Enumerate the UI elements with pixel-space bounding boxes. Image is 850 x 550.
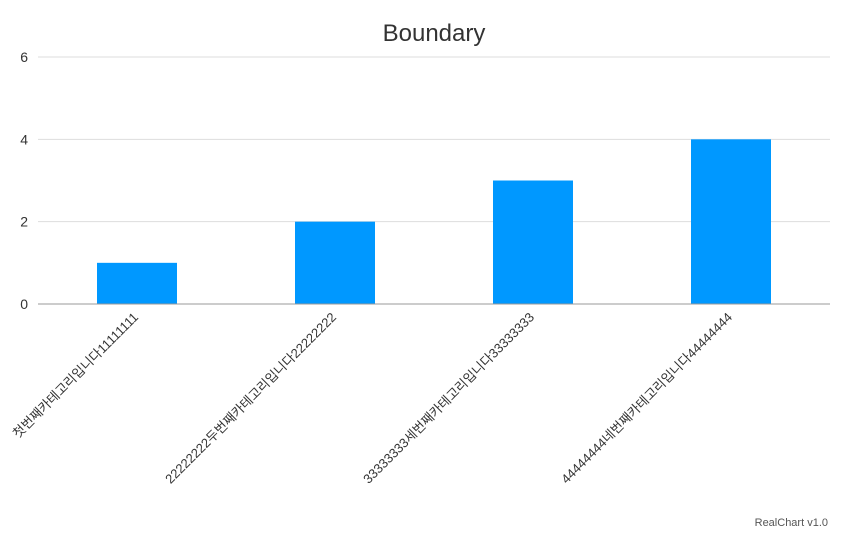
chart-title: Boundary [383,20,486,47]
x-axis-category-labels: 첫번째카테고리입니다11111111 22222222두번째카테고리입니다2222… [10,310,735,487]
bar[interactable] [493,180,573,305]
x-category-label: 22222222두번째카테고리입니다22222222 [162,310,339,487]
y-tick-label: 0 [20,296,28,312]
bar[interactable] [295,221,375,304]
bar[interactable] [691,139,771,304]
x-category-label: 첫번째카테고리입니다11111111 [10,310,141,441]
x-category-label: 33333333세번째카테고리입니다33333333 [360,310,537,487]
y-tick-label: 2 [20,214,28,230]
bars [97,139,771,304]
y-axis-ticks: 0 2 4 6 [20,49,28,312]
y-tick-label: 6 [20,49,28,65]
bar[interactable] [97,262,177,304]
y-tick-label: 4 [20,131,28,147]
x-category-label: 44444444네번째카테고리입니다44444444 [558,310,735,487]
chart-credit[interactable]: RealChart v1.0 [755,517,828,529]
